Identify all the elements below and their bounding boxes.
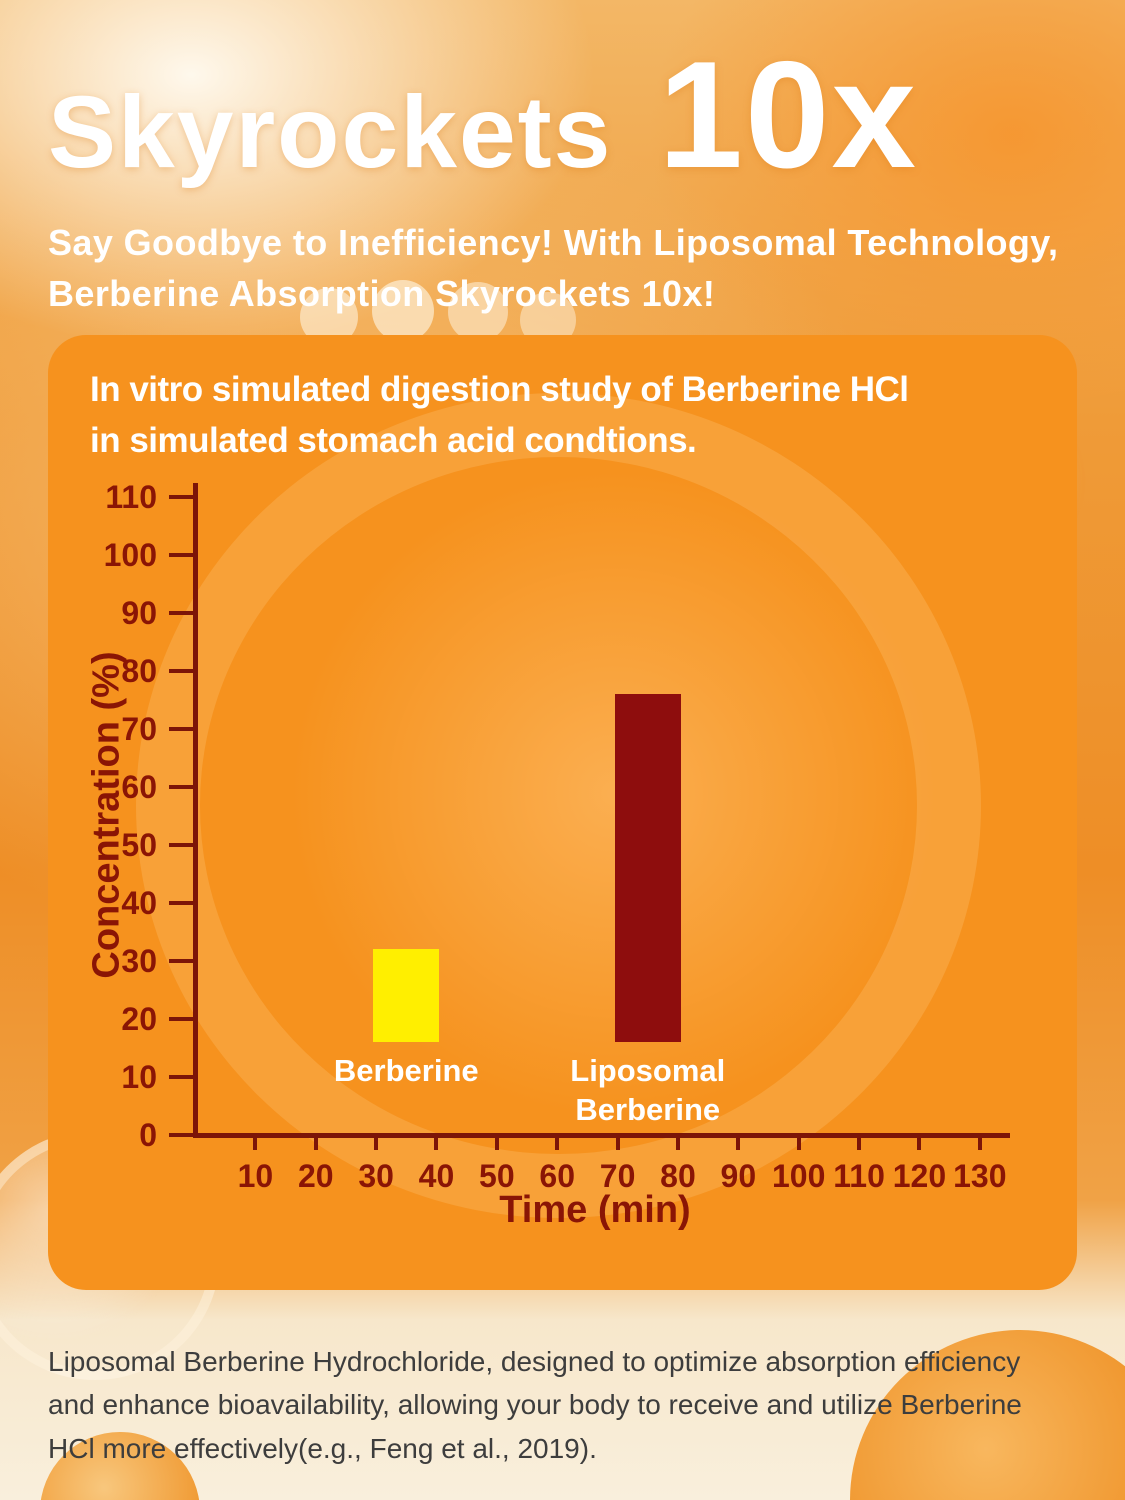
x-axis-tick <box>253 1135 258 1150</box>
x-axis-tick <box>615 1135 620 1150</box>
x-tick-label: 10 <box>237 1158 274 1194</box>
x-axis-tick <box>555 1135 560 1150</box>
y-axis-tick <box>169 901 195 905</box>
bar-label-berberine: Berberine <box>334 1052 479 1091</box>
y-tick-label: 60 <box>121 769 157 805</box>
x-axis-tick <box>675 1135 680 1150</box>
y-tick-label: 70 <box>121 711 157 747</box>
footer-text: Liposomal Berberine Hydrochloride, desig… <box>48 1340 1022 1470</box>
title-multiplier: 10x <box>658 30 918 200</box>
x-axis-tick <box>434 1135 439 1150</box>
chart-title-line-2: in simulated stomach acid condtions. <box>90 420 697 460</box>
y-axis-tick <box>169 959 195 963</box>
y-axis-tick <box>169 843 195 847</box>
y-tick-label: 30 <box>121 943 157 979</box>
x-tick-label: 80 <box>660 1158 696 1194</box>
x-tick-label: 50 <box>479 1158 515 1194</box>
y-axis-tick <box>169 1133 195 1137</box>
y-axis-tick <box>169 495 195 499</box>
footer-line-3: HCl more effectively(e.g., Feng et al., … <box>48 1432 597 1464</box>
y-tick-label: 90 <box>121 595 157 631</box>
x-tick-label: 70 <box>599 1158 636 1194</box>
bar-label-liposomal-berberine: Liposomal Berberine <box>570 1052 725 1130</box>
x-axis-tick <box>736 1135 741 1150</box>
y-tick-label: 100 <box>103 537 157 573</box>
chart-title: In vitro simulated digestion study of Be… <box>90 365 909 467</box>
subtitle-line-1: Say Goodbye to Inefficiency! With Liposo… <box>48 222 1059 263</box>
x-axis-tick <box>796 1135 801 1150</box>
footer-line-1: Liposomal Berberine Hydrochloride, desig… <box>48 1346 1021 1377</box>
x-tick-label: 130 <box>953 1158 1007 1194</box>
bar-label-line: Liposomal <box>570 1053 726 1089</box>
chart-title-line-1: In vitro simulated digestion study of Be… <box>90 370 909 409</box>
header: Skyrockets 10x Say Goodbye to Inefficien… <box>48 28 1058 319</box>
x-axis-tick <box>917 1135 922 1150</box>
y-axis-title: Concentration (%) <box>85 651 128 979</box>
x-axis-title: Time (min) <box>499 1189 691 1231</box>
subtitle: Say Goodbye to Inefficiency! With Liposo… <box>48 217 1058 319</box>
y-tick-label: 40 <box>121 885 157 921</box>
x-axis-tick <box>494 1135 499 1150</box>
x-axis-tick <box>374 1135 379 1150</box>
x-tick-label: 120 <box>892 1158 947 1194</box>
y-tick-label: 0 <box>139 1117 157 1153</box>
bar-liposomal-berberine <box>614 694 681 1043</box>
y-tick-label: 80 <box>121 653 157 689</box>
x-tick-label: 20 <box>297 1158 334 1194</box>
bar-berberine <box>373 949 440 1043</box>
subtitle-line-2: Berberine Absorption Skyrockets 10x! <box>48 273 716 315</box>
y-tick-label: 50 <box>121 827 157 863</box>
y-axis-tick <box>169 669 195 673</box>
x-tick-label: 30 <box>358 1158 394 1194</box>
x-axis-line <box>193 1133 1010 1138</box>
x-axis-tick <box>977 1135 982 1150</box>
bar-label-line: Berberine <box>333 1053 479 1089</box>
x-axis-tick <box>857 1135 862 1150</box>
y-axis-tick <box>169 1075 195 1079</box>
plot-area: Concentration (%) Time (min) 0 10 20 30 40 50… <box>86 479 1010 1231</box>
chart-panel: In vitro simulated digestion study of Be… <box>48 335 1077 1290</box>
bar-chart: Concentration (%) Time (min) 0 10 20 30 40 50… <box>48 335 1077 1290</box>
y-axis-tick <box>169 785 195 789</box>
footer-line-2: and enhance bioavailability, allowing yo… <box>48 1389 1022 1421</box>
y-axis-tick <box>169 727 195 731</box>
x-axis-tick <box>313 1135 318 1150</box>
page-title: Skyrockets 10x <box>48 28 1058 203</box>
y-axis-tick <box>169 611 195 615</box>
x-tick-label: 40 <box>418 1158 455 1194</box>
x-tick-label: 110 <box>833 1158 885 1194</box>
y-tick-label: 10 <box>121 1059 157 1095</box>
x-tick-label: 100 <box>772 1158 826 1194</box>
y-axis-tick <box>169 1017 195 1021</box>
bar-label-line: Berberine <box>575 1091 721 1127</box>
x-tick-label: 90 <box>720 1158 757 1194</box>
x-tick-label: 60 <box>539 1158 576 1194</box>
y-axis-line <box>193 483 198 1137</box>
y-axis-tick <box>169 553 195 557</box>
y-tick-label: 20 <box>121 1001 157 1037</box>
title-word: Skyrockets <box>48 75 613 189</box>
y-tick-label: 110 <box>105 479 157 515</box>
